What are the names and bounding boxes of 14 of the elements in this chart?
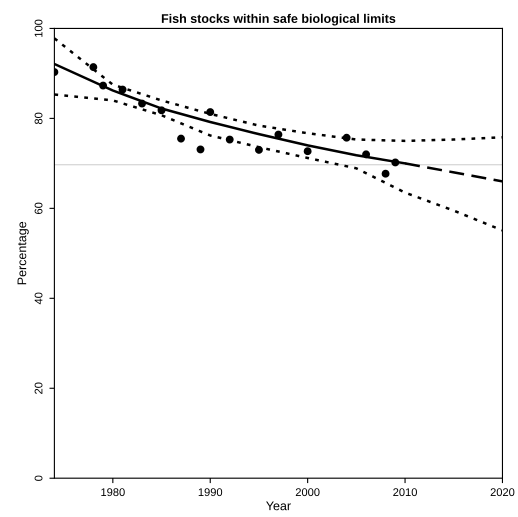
y-tick-label: 0 bbox=[34, 476, 42, 481]
chart-title: Fish stocks within safe biological limits bbox=[162, 14, 396, 26]
x-tick-label: 2000 bbox=[296, 488, 320, 496]
x-axis-title: Year bbox=[266, 502, 291, 510]
x-tick-label: 1990 bbox=[198, 488, 222, 496]
y-tick-label: 100 bbox=[34, 20, 42, 37]
x-tick-label: 2020 bbox=[490, 488, 514, 496]
y-tick-label: 60 bbox=[34, 202, 42, 214]
y-axis-title: Percentage bbox=[18, 222, 29, 284]
y-tick-label: 80 bbox=[34, 112, 42, 124]
y-tick-label: 20 bbox=[34, 382, 42, 394]
y-tick-label: 40 bbox=[34, 292, 42, 304]
x-tick-label: 2010 bbox=[393, 488, 417, 496]
x-tick-label: 1980 bbox=[101, 488, 125, 496]
